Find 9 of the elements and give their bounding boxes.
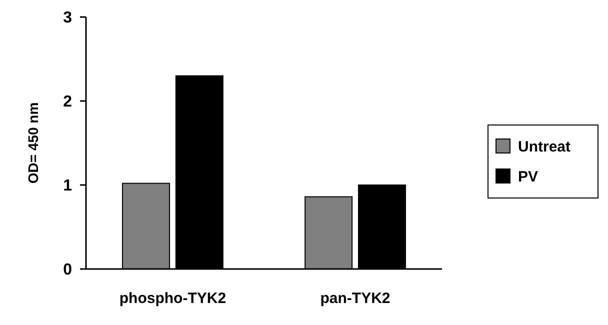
y-tick-label: 1 (63, 178, 72, 195)
y-tick-label: 3 (63, 10, 72, 27)
x-tick-label: phospho-TYK2 (119, 290, 226, 307)
x-tick-label: pan-TYK2 (320, 290, 390, 307)
y-tick-label: 2 (63, 94, 72, 111)
legend-label: PV (518, 168, 538, 186)
y-tick-label: 0 (63, 262, 72, 279)
y-axis-title: OD= 450 nm (25, 102, 41, 184)
legend-label: Untreat (518, 138, 571, 156)
